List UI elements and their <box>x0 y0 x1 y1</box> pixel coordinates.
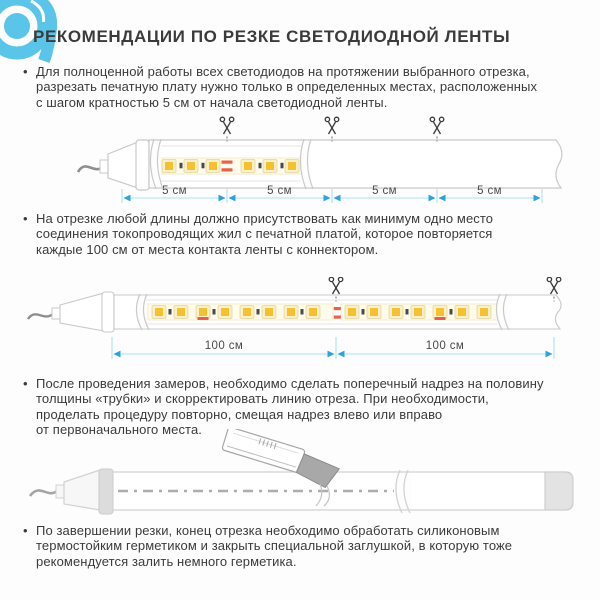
connector <box>63 469 101 511</box>
tube-break-gap <box>137 296 147 328</box>
tube-break-gap <box>497 296 507 328</box>
led-chip <box>454 305 470 319</box>
led-chip <box>217 305 233 319</box>
led-tube <box>112 471 573 511</box>
led-tube <box>148 139 563 189</box>
bullet-marker: • <box>23 376 28 391</box>
resistor-mark <box>258 162 262 169</box>
scissors-icon <box>219 116 235 142</box>
bullet-item-2: • На отрезке любой длины должно присутст… <box>23 211 591 257</box>
dim-label-5cm-2: 5 см <box>267 185 292 197</box>
end-cap <box>544 471 574 511</box>
led-chip <box>284 159 300 173</box>
score-cut-mark <box>315 483 330 507</box>
tube-break-gap <box>394 473 412 509</box>
led-chip <box>305 305 321 319</box>
scissors-icon <box>546 277 562 302</box>
bullet-text-3: После проведения замеров, необходимо сде… <box>36 376 544 438</box>
led-chip <box>240 159 256 173</box>
solder-pad <box>333 307 341 311</box>
bullet-marker: • <box>23 523 28 538</box>
scissors-icon <box>328 277 344 302</box>
led-chip <box>151 305 167 319</box>
bullet-text-1: Для полноценной работы всех светодиодов … <box>36 64 538 110</box>
diagram-5cm-svg: 5 см 5 см 5 см 5 см <box>76 116 563 203</box>
led-chip <box>173 305 189 319</box>
solder-pad <box>221 168 233 172</box>
led-chip <box>344 305 360 319</box>
connector <box>59 292 105 332</box>
led-chip <box>195 305 211 319</box>
brand-logo-icon <box>0 0 58 64</box>
resistor-mark <box>405 309 409 315</box>
led-chip <box>432 305 448 319</box>
tube-break-gap <box>151 141 161 187</box>
led-chip <box>161 159 177 173</box>
dim-label-5cm-4: 5 см <box>477 185 502 197</box>
bullet-text-4: По завершении резки, конец отрезка необх… <box>36 523 513 569</box>
dim-label-100cm-1: 100 см <box>205 340 243 352</box>
knife-diagram-svg <box>28 429 574 515</box>
led-chip <box>410 305 426 319</box>
led-chip <box>205 159 221 173</box>
resistor-mark <box>179 162 183 169</box>
resistor-mark <box>212 309 216 315</box>
connector-ring <box>101 291 115 333</box>
resistor-mark <box>201 162 205 169</box>
resistor-mark <box>449 309 453 315</box>
scissors-icon <box>324 116 340 142</box>
connector-ring <box>98 468 114 515</box>
joint-pad <box>197 317 209 320</box>
solder-pad <box>221 160 233 164</box>
dim-label-5cm-3: 5 см <box>372 185 397 197</box>
tube-break-mark <box>135 293 150 331</box>
dimension-line <box>121 189 543 203</box>
power-wire <box>28 488 59 497</box>
led-chip <box>262 159 278 173</box>
joint-pad <box>434 317 446 320</box>
resistor-mark <box>280 162 284 169</box>
resistor-mark <box>168 309 172 315</box>
dim-label-5cm-1: 5 см <box>162 185 187 197</box>
connector-ring <box>135 139 150 191</box>
led-chip <box>283 305 299 319</box>
led-chip <box>476 305 492 319</box>
bullet-item-1: • Для полноценной работы всех светодиодо… <box>23 64 591 110</box>
bullet-marker: • <box>23 211 28 226</box>
bullet-item-4: • По завершении резки, конец отрезка нео… <box>23 523 591 569</box>
tube-break-mark <box>495 293 510 331</box>
led-chip <box>366 305 382 319</box>
dimension-line <box>111 337 555 359</box>
bullet-marker: • <box>23 64 28 79</box>
tube-break-mark <box>149 138 164 190</box>
led-chip <box>388 305 404 319</box>
solder-pad <box>333 315 341 319</box>
led-chip <box>261 305 277 319</box>
scissors-icon <box>429 116 445 142</box>
resistor-mark <box>300 309 304 315</box>
utility-knife-icon <box>221 429 341 489</box>
tube-break-gap <box>301 141 311 187</box>
connector <box>107 141 139 189</box>
bullet-text-2: На отрезке любой длины должно присутство… <box>36 211 494 257</box>
page-title: РЕКОМЕНДАЦИИ ПО РЕЗКЕ СВЕТОДИОДНОЙ ЛЕНТЫ <box>33 27 511 46</box>
bullet-item-3: • После проведения замеров, необходимо с… <box>23 376 591 438</box>
led-chip <box>239 305 255 319</box>
knife-blade <box>295 453 341 489</box>
dim-label-100cm-2: 100 см <box>426 340 464 352</box>
resistor-mark <box>256 309 260 315</box>
tube-break-mark <box>395 469 411 514</box>
tube-break-mark <box>299 138 314 190</box>
led-tube <box>113 294 562 330</box>
led-chip <box>183 159 199 173</box>
resistor-mark <box>361 309 365 315</box>
power-wire <box>27 312 55 320</box>
diagram-100cm-svg: 100 см 100 см <box>27 277 562 359</box>
